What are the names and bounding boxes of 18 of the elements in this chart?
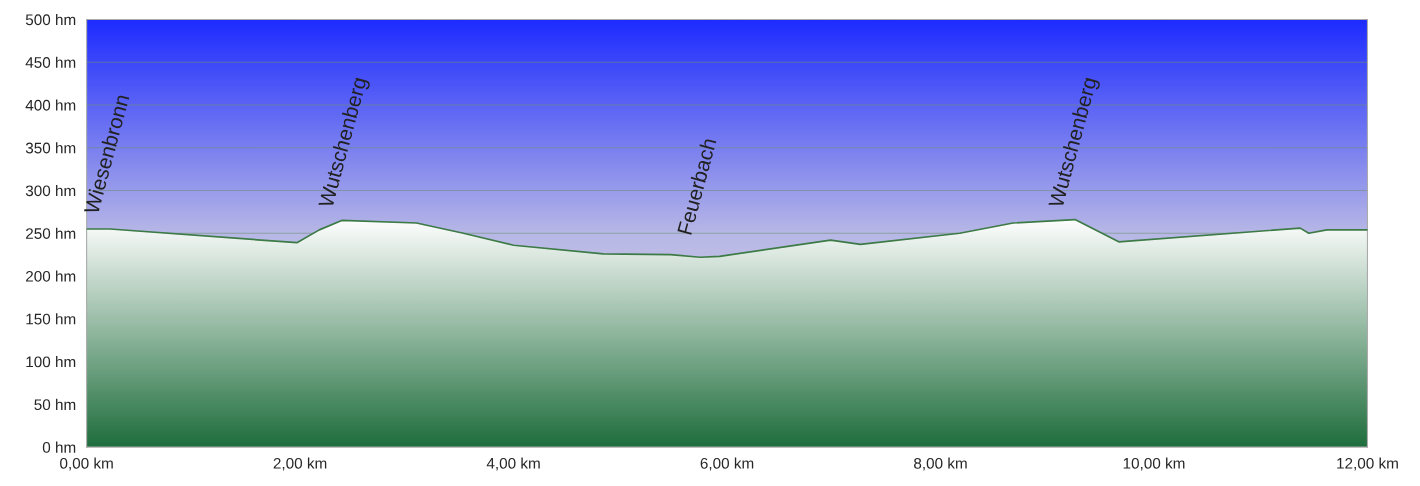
x-tick-label: 10,00 km [1123,457,1185,471]
y-tick-label: 500 hm [25,13,76,26]
x-tick-label: 2,00 km [273,457,327,471]
y-tick-label: 50 hm [34,398,76,411]
y-tick-label: 350 hm [25,142,76,154]
x-tick-label: 6,00 km [700,457,754,471]
x-tick-label: 4,00 km [486,457,540,471]
y-tick-label: 300 hm [25,184,76,197]
y-tick-label: 150 hm [26,313,76,325]
x-tick-label: 8,00 km [914,457,967,471]
y-tick-label: 250 hm [26,227,76,239]
y-tick-label: 200 hm [26,270,76,282]
y-tick-label: 100 hm [26,356,76,368]
y-tick-label: 450 hm [25,56,76,68]
x-tick-label: 0,00 km [60,457,113,471]
y-tick-label: 0 hm [42,441,76,453]
x-tick-label: 12,00 km [1337,457,1398,471]
y-tick-label: 400 hm [25,99,76,111]
